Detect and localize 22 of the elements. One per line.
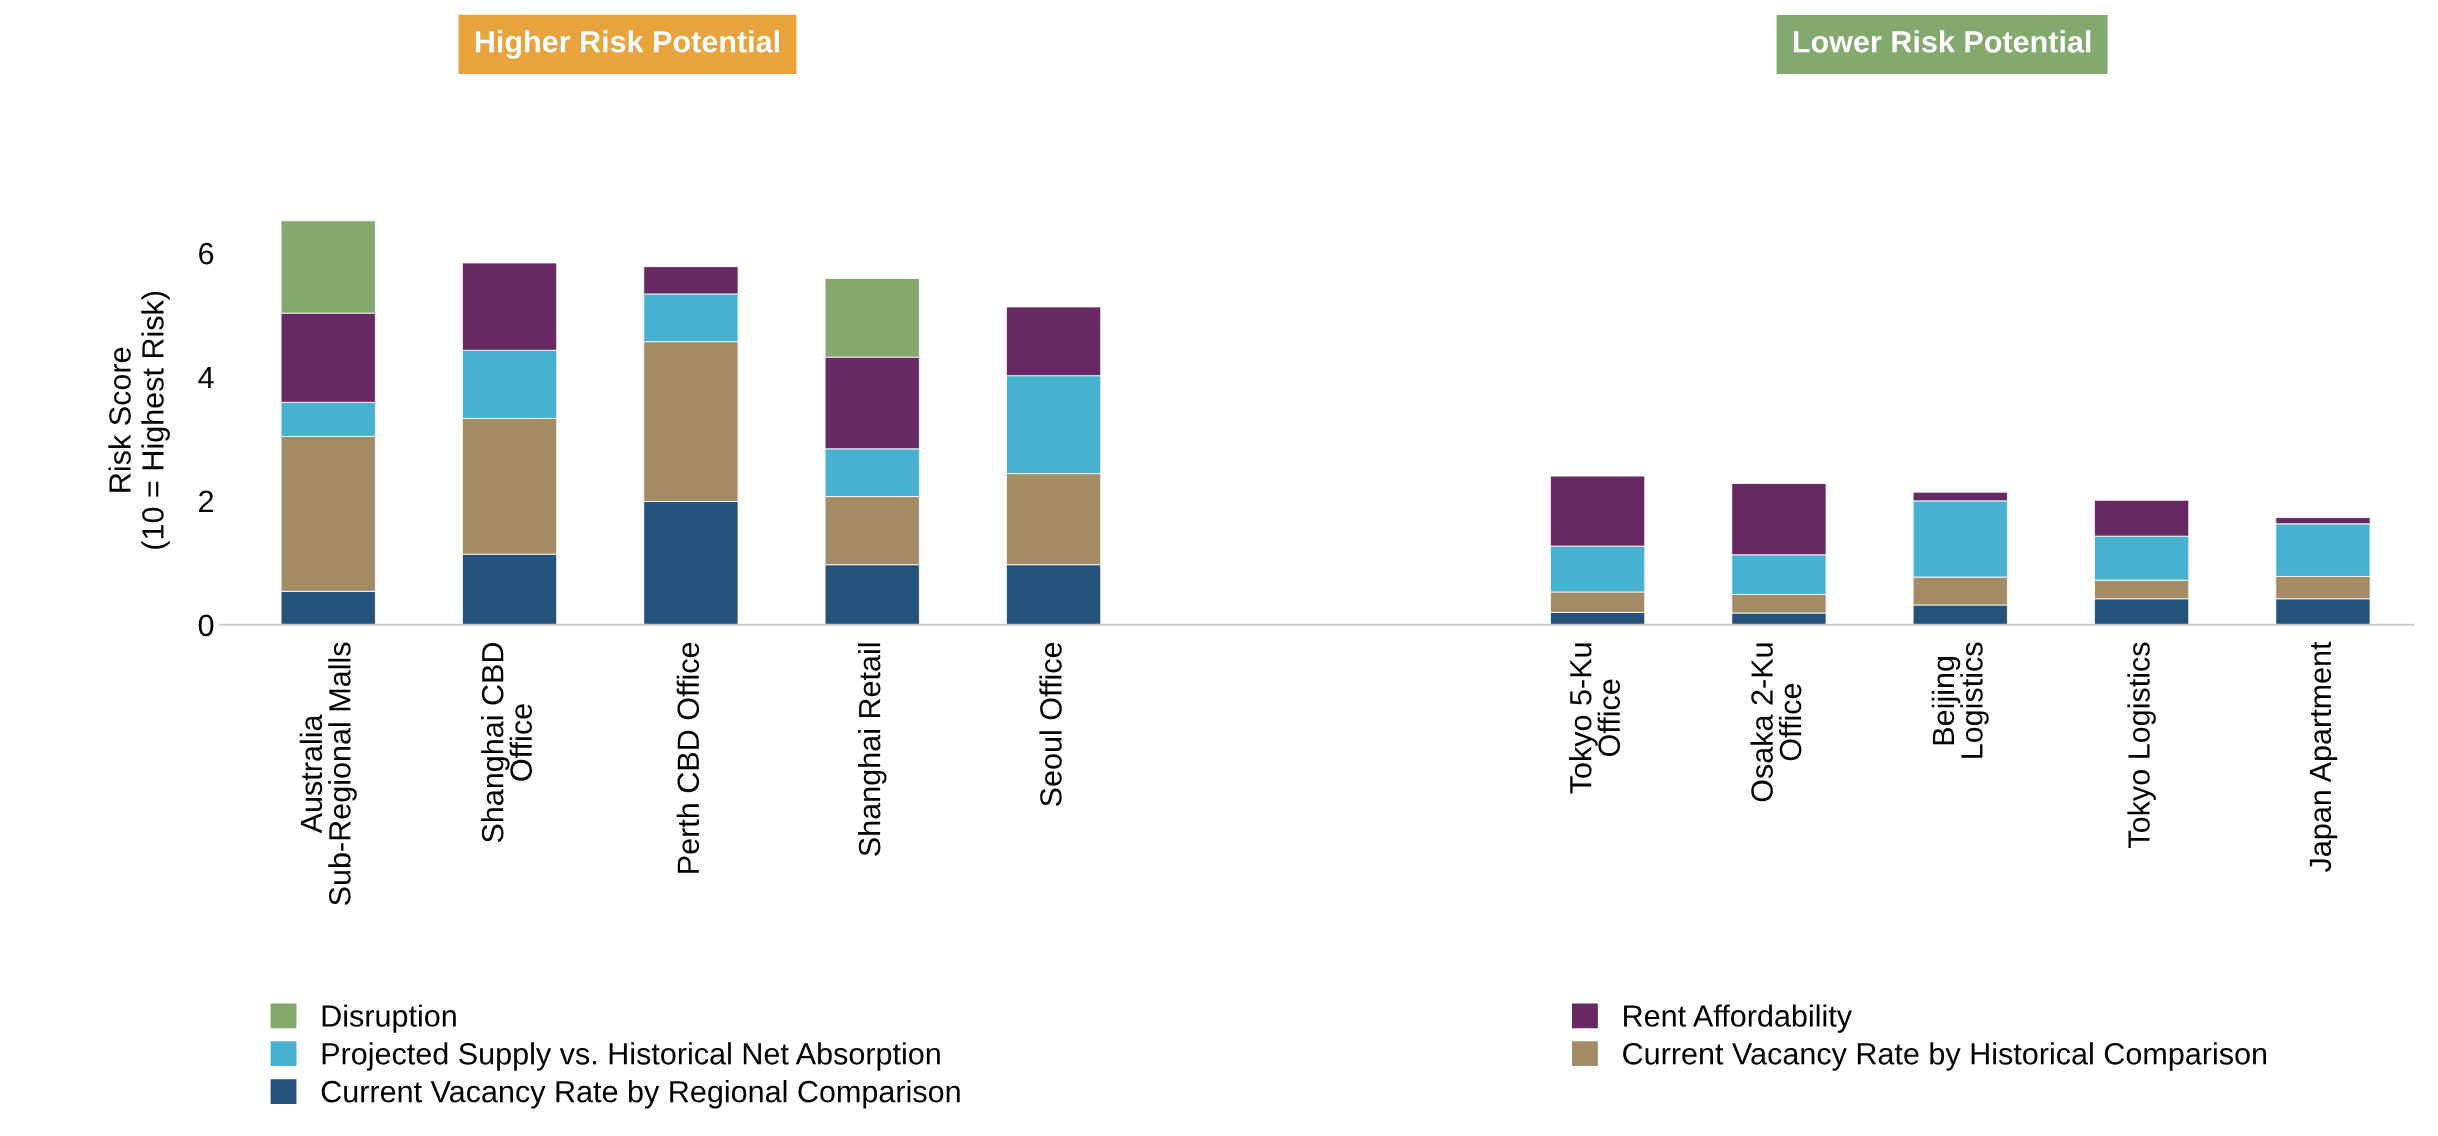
x-tick-label: Shanghai CBD Office: [481, 642, 533, 843]
y-tick-label: 4: [198, 367, 214, 389]
y-tick-label: 0: [198, 614, 214, 637]
text: Lower Risk Potential: [1793, 30, 2091, 53]
legend-label: Current Vacancy Rate by Historical Comparison: [1623, 1042, 2267, 1071]
x-tick-label: Osaka 2-Ku Office: [1750, 643, 1802, 802]
legend-label: Disruption: [322, 1004, 456, 1033]
y-tick-label: 2: [199, 490, 214, 512]
x-tick-label: Beijing Logistics: [1931, 642, 1989, 758]
text: Higher Risk Potential: [475, 30, 779, 59]
y-axis-title: Risk Score (10 = Highest Risk): [108, 291, 170, 549]
x-tick-label: Shanghai Retail: [858, 643, 887, 856]
legend-label: Current Vacancy Rate by Regional Comparison: [321, 1080, 960, 1109]
x-tick-label: Tokyo 5-Ku Office: [1569, 643, 1621, 794]
y-tick-label: 6: [199, 242, 214, 265]
legend-label: Rent Affordability: [1624, 1004, 1852, 1033]
x-tick-label: Perth CBD Office: [676, 642, 700, 873]
x-tick-label: Australia Sub-Regional Malls: [299, 642, 357, 906]
x-tick-label: Seoul Office: [1039, 642, 1062, 806]
legend-label: Projected Supply vs. Historical Net Absorption: [322, 1042, 940, 1071]
x-tick-label: Japan Apartment: [2309, 641, 2338, 872]
x-tick-label: Tokyo Logistics: [2127, 642, 2156, 848]
